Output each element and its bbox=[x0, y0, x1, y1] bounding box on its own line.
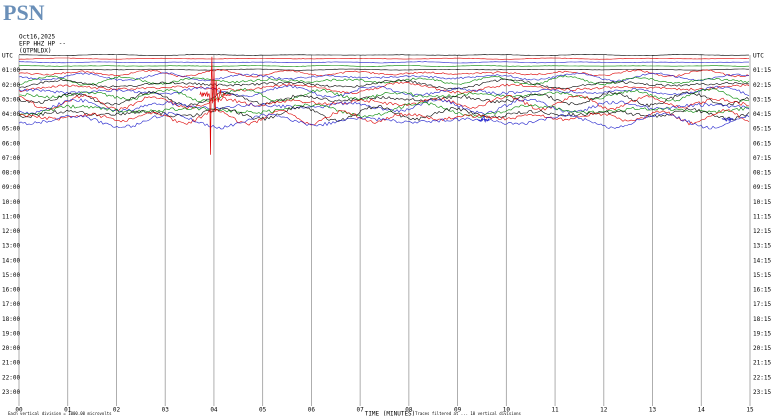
x-tick-label: 12 bbox=[600, 407, 608, 414]
x-tick-label: 10 bbox=[503, 407, 511, 414]
hour-label-right: 22:15 bbox=[753, 374, 771, 381]
trace bbox=[18, 68, 749, 71]
hour-label-left: 02:00 bbox=[2, 82, 20, 89]
x-tick-label: 15 bbox=[746, 407, 754, 414]
hour-label-left: 05:00 bbox=[2, 126, 20, 133]
trace bbox=[18, 72, 750, 82]
hour-label-left: 13:00 bbox=[2, 243, 20, 250]
hour-label-left: 18:00 bbox=[2, 316, 20, 323]
hour-label-right: UTC bbox=[753, 53, 764, 60]
x-tick-label: 11 bbox=[551, 407, 559, 414]
x-tick-label: 01 bbox=[64, 407, 72, 414]
hour-label-right: 09:15 bbox=[753, 184, 771, 191]
hour-label-right: 12:15 bbox=[753, 228, 771, 235]
hour-label-left: 06:00 bbox=[2, 140, 20, 147]
x-tick-label: 02 bbox=[113, 407, 121, 414]
hour-label-left: 23:00 bbox=[2, 389, 20, 396]
trace bbox=[18, 87, 750, 102]
hour-label-left: 16:00 bbox=[2, 287, 20, 294]
hour-label-right: 21:15 bbox=[753, 360, 771, 367]
hour-label-right: 05:15 bbox=[753, 126, 771, 133]
x-tick-label: 07 bbox=[357, 407, 365, 414]
hour-label-right: 16:15 bbox=[753, 287, 771, 294]
hour-label-left: 09:00 bbox=[2, 184, 20, 191]
hour-label-left: 19:00 bbox=[2, 330, 20, 337]
hour-label-left: 22:00 bbox=[2, 374, 20, 381]
hour-label-right: 18:15 bbox=[753, 316, 771, 323]
hour-label-left: 15:00 bbox=[2, 272, 20, 279]
hour-label-right: 20:15 bbox=[753, 345, 771, 352]
hour-label-right: 03:15 bbox=[753, 96, 771, 103]
hour-label-left: 01:00 bbox=[2, 67, 20, 74]
hour-label-right: 15:15 bbox=[753, 272, 771, 279]
trace bbox=[18, 85, 750, 98]
labels: 00 01 02 03 04 05 06 07 08 09 10 11 12 13 14 15 UTC 01:00… bbox=[2, 53, 771, 414]
hour-label-left: 11:00 bbox=[2, 213, 20, 220]
hour-label-left: 08:00 bbox=[2, 170, 20, 177]
event-burst bbox=[199, 56, 232, 155]
hour-label-right: 19:15 bbox=[753, 330, 771, 337]
trace bbox=[18, 90, 750, 108]
hour-label-right: 17:15 bbox=[753, 301, 771, 308]
trace bbox=[18, 65, 749, 67]
hour-label-left: 21:00 bbox=[2, 360, 20, 367]
hour-label-left: 07:00 bbox=[2, 155, 20, 162]
hour-label-right: 14:15 bbox=[753, 257, 771, 264]
hour-label-right: 01:15 bbox=[753, 67, 771, 74]
hour-label-left: 17:00 bbox=[2, 301, 20, 308]
trace bbox=[19, 108, 750, 126]
traces bbox=[18, 53, 750, 155]
hour-label-right: 10:15 bbox=[753, 199, 771, 206]
x-tick-label: 00 bbox=[15, 407, 23, 414]
trace bbox=[18, 105, 750, 122]
trace bbox=[18, 111, 750, 130]
logo: PSN bbox=[3, 0, 45, 25]
hour-label-right: 06:15 bbox=[753, 140, 771, 147]
x-tick-label: 05 bbox=[259, 407, 267, 414]
hour-label-left: 04:00 bbox=[2, 111, 20, 118]
x-tick-label: 04 bbox=[210, 407, 218, 414]
trace bbox=[18, 69, 750, 78]
hour-label-right: 07:15 bbox=[753, 155, 771, 162]
hour-label-right: 08:15 bbox=[753, 170, 771, 177]
hour-label-right: 13:15 bbox=[753, 243, 771, 250]
trace bbox=[18, 98, 750, 116]
x-tick-label: 03 bbox=[162, 407, 170, 414]
trace bbox=[18, 93, 750, 112]
x-tick-label: 13 bbox=[649, 407, 657, 414]
hour-label-right: 23:15 bbox=[753, 389, 771, 396]
hour-label-left: 03:00 bbox=[2, 96, 20, 103]
station: (QTPNLDX) bbox=[19, 48, 52, 55]
footer-right: Traces filtered at ... 10 vertical divis… bbox=[415, 411, 522, 416]
x-tick-label: 08 bbox=[405, 407, 413, 414]
trace bbox=[18, 81, 750, 95]
grid bbox=[18, 55, 751, 406]
trace bbox=[18, 75, 750, 86]
hour-label-left: 12:00 bbox=[2, 228, 20, 235]
channel: EFP HHZ HP -- bbox=[19, 41, 66, 48]
hour-label-right: 11:15 bbox=[753, 213, 771, 220]
footer-left: Each vertical division = 1000.00 microvo… bbox=[8, 411, 112, 416]
x-axis-label: TIME (MINUTES) bbox=[365, 411, 416, 418]
x-tick-label: 09 bbox=[454, 407, 462, 414]
trace bbox=[18, 61, 749, 64]
hour-label-right: 04:15 bbox=[753, 111, 771, 118]
trace bbox=[18, 101, 750, 118]
x-tick-label: 14 bbox=[698, 407, 706, 414]
hour-label-left: 20:00 bbox=[2, 345, 20, 352]
trace bbox=[18, 53, 749, 57]
hour-label-left: 14:00 bbox=[2, 257, 20, 264]
hour-label-right: 02:15 bbox=[753, 82, 771, 89]
x-tick-label: 06 bbox=[308, 407, 316, 414]
trace bbox=[18, 78, 750, 90]
date: Oct16,2025 bbox=[19, 34, 56, 41]
hour-label-left: UTC bbox=[2, 53, 13, 60]
trace bbox=[18, 57, 750, 60]
spike bbox=[721, 117, 734, 123]
hour-label-left: 10:00 bbox=[2, 199, 20, 206]
spike bbox=[477, 116, 490, 123]
